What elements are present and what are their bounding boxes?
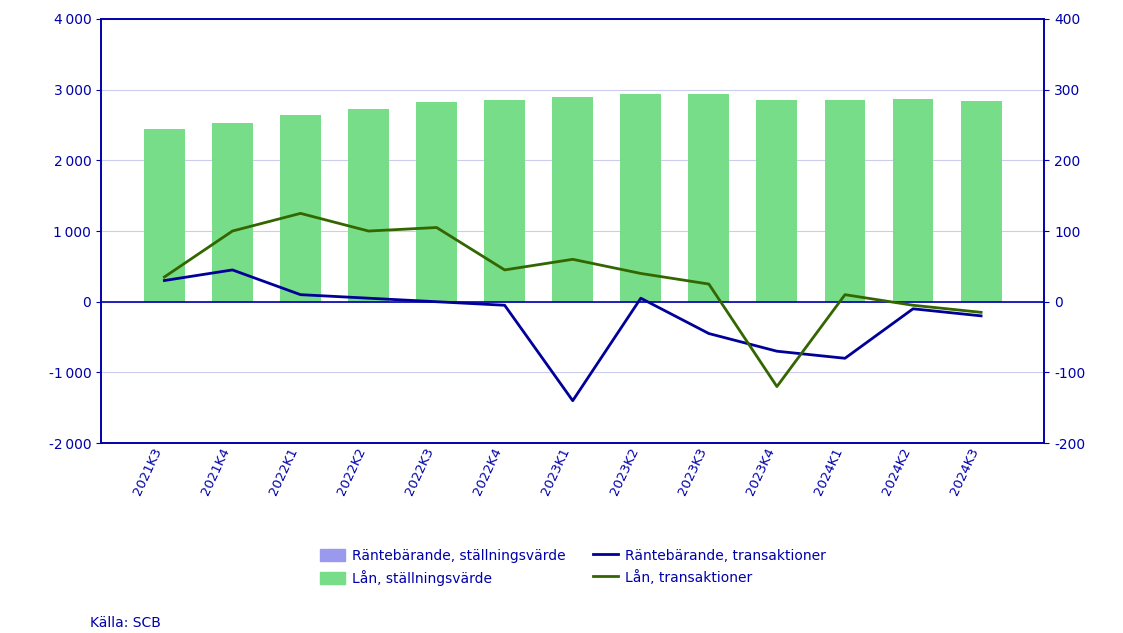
Räntebärande, transaktioner	[906, 305, 920, 313]
Bar	[620, 94, 661, 302]
Räntebärande, transaktioner	[430, 298, 444, 306]
Bar	[688, 199, 729, 302]
Legend: Räntebärande, ställningsvärde, Lån, ställningsvärde, Räntebärande, transaktioner: Räntebärande, ställningsvärde, Lån, stäl…	[314, 543, 831, 591]
Text: Källa: SCB: Källa: SCB	[90, 616, 161, 630]
Räntebärande, transaktioner	[294, 291, 308, 298]
Bar	[280, 115, 321, 302]
Lån, transaktioner	[362, 227, 375, 235]
Lån, transaktioner	[906, 301, 920, 309]
Lån, transaktioner	[975, 308, 988, 316]
Bar	[757, 201, 797, 302]
Line: Lån, transaktioner: Lån, transaktioner	[164, 213, 982, 387]
Bar	[348, 109, 389, 302]
Bar	[484, 196, 526, 302]
Bar	[620, 198, 661, 302]
Bar	[212, 123, 253, 302]
Bar	[553, 198, 593, 302]
Räntebärande, transaktioner	[362, 294, 375, 302]
Lån, transaktioner	[702, 280, 715, 288]
Lån, transaktioner	[157, 273, 171, 281]
Räntebärande, transaktioner	[497, 301, 511, 309]
Bar	[484, 100, 526, 302]
Bar	[144, 192, 185, 302]
Bar	[757, 99, 797, 302]
Bar	[688, 94, 729, 302]
Bar	[417, 103, 457, 302]
Bar	[280, 191, 321, 302]
Bar	[824, 201, 866, 302]
Bar	[417, 197, 457, 302]
Bar	[893, 99, 933, 302]
Bar	[144, 129, 185, 302]
Lån, transaktioner	[226, 227, 239, 235]
Räntebärande, transaktioner	[226, 266, 239, 273]
Bar	[212, 189, 253, 302]
Bar	[960, 200, 1002, 302]
Räntebärande, transaktioner	[975, 312, 988, 320]
Lån, transaktioner	[634, 270, 648, 277]
Lån, transaktioner	[430, 223, 444, 231]
Lån, transaktioner	[497, 266, 511, 273]
Bar	[553, 97, 593, 302]
Line: Räntebärande, transaktioner: Räntebärande, transaktioner	[164, 270, 982, 401]
Bar	[824, 99, 866, 302]
Räntebärande, transaktioner	[566, 397, 579, 404]
Räntebärande, transaktioner	[770, 348, 784, 355]
Bar	[893, 201, 933, 302]
Räntebärande, transaktioner	[838, 354, 851, 362]
Räntebärande, transaktioner	[634, 294, 648, 302]
Bar	[960, 101, 1002, 302]
Lån, transaktioner	[770, 383, 784, 391]
Lån, transaktioner	[838, 291, 851, 298]
Lån, transaktioner	[294, 210, 308, 217]
Lån, transaktioner	[566, 256, 579, 263]
Räntebärande, transaktioner	[157, 277, 171, 284]
Bar	[348, 197, 389, 302]
Räntebärande, transaktioner	[702, 330, 715, 337]
